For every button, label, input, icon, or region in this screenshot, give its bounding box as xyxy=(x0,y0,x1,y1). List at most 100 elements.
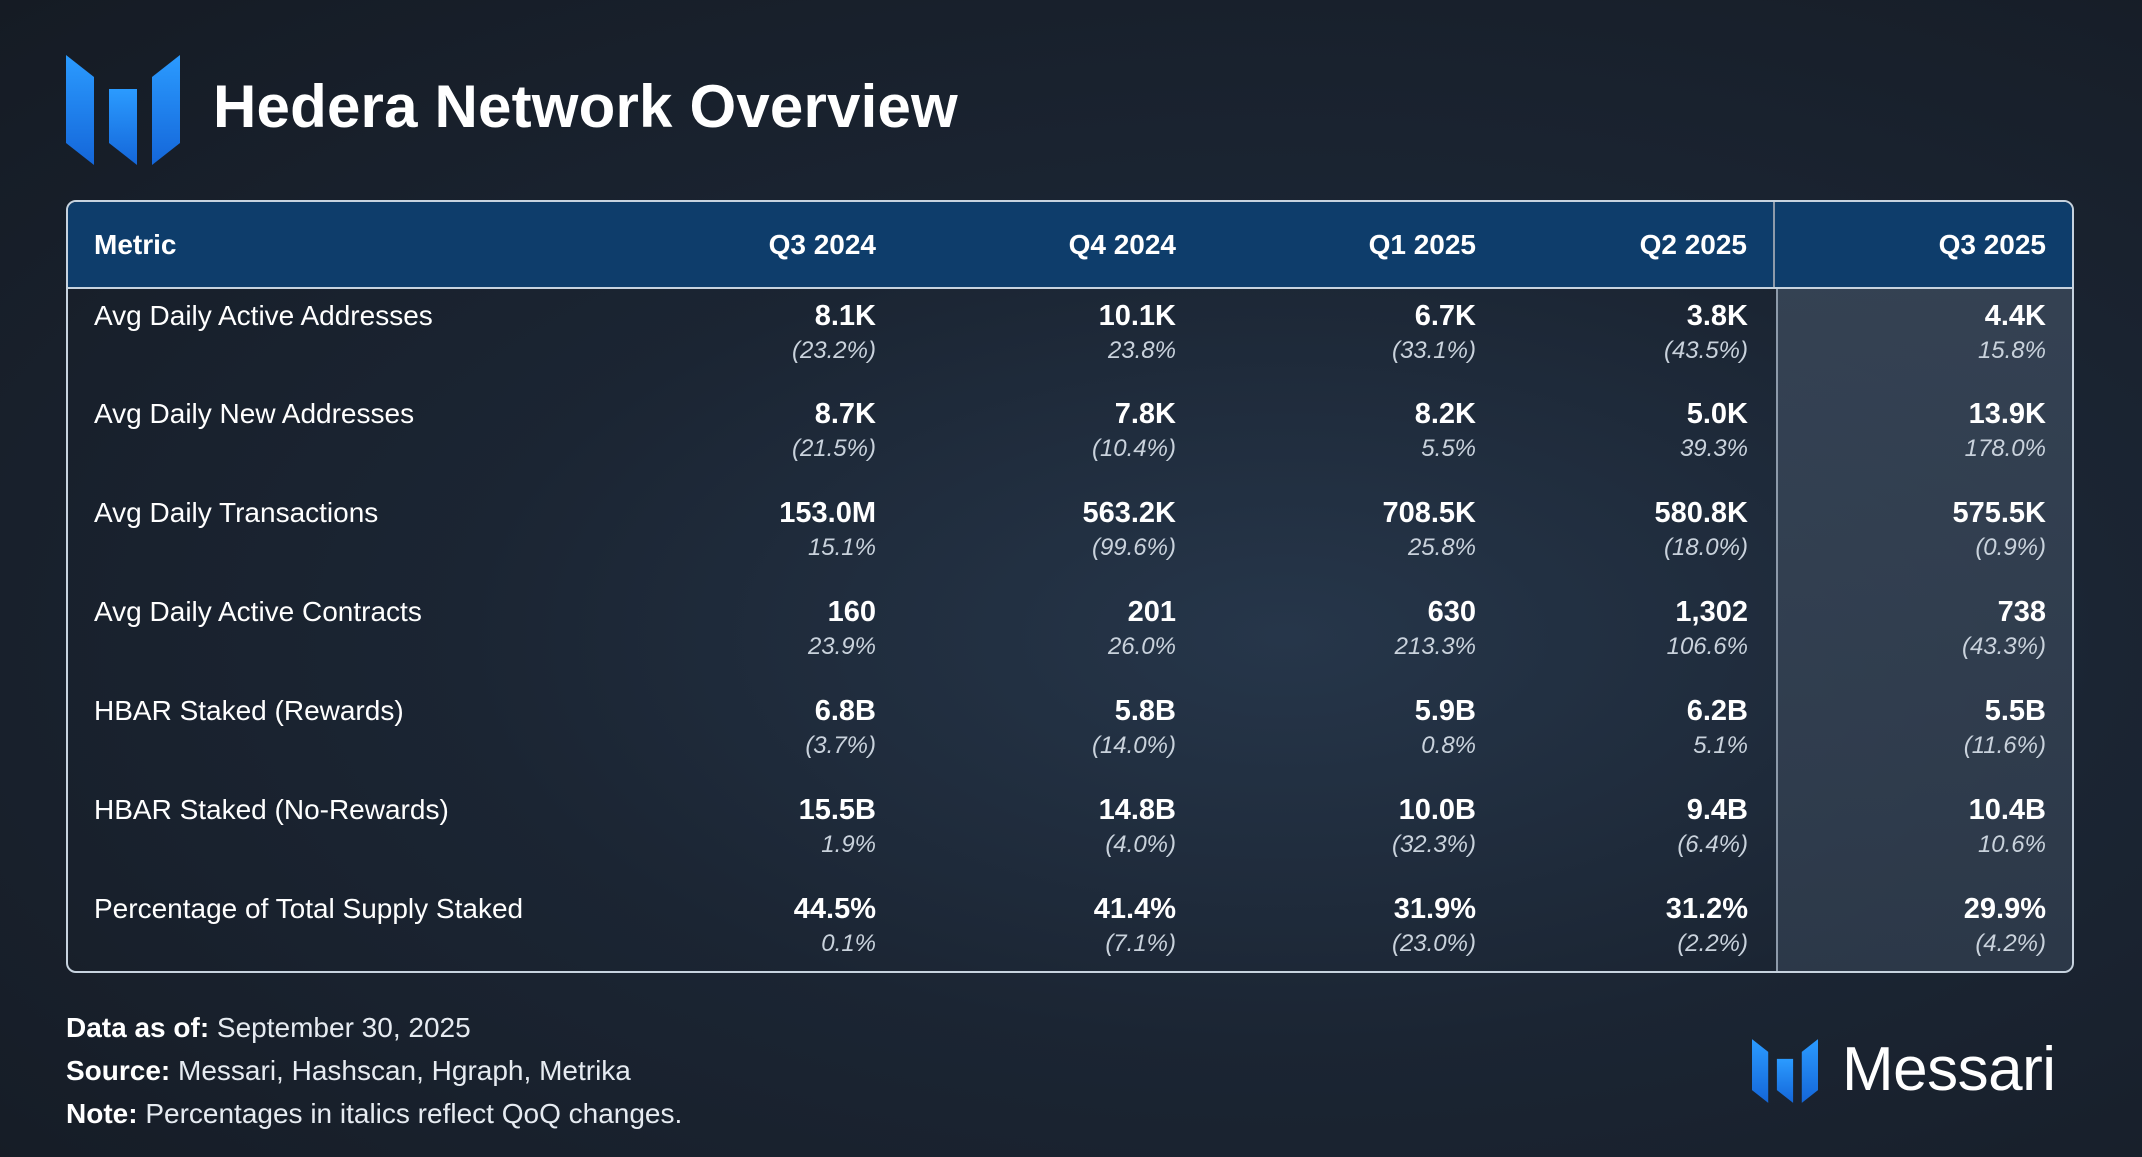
brand-name: Messari xyxy=(1842,1035,2056,1104)
cell-value: 14.8B xyxy=(1098,794,1176,826)
data-cell: 5.5B (11.6%) xyxy=(1774,684,2072,783)
cell-value: 10.0B xyxy=(1398,794,1476,826)
cell-qoq-change: 23.9% xyxy=(807,633,876,660)
cell-qoq-change: 39.3% xyxy=(1679,435,1748,462)
cell-value: 7.8K xyxy=(1114,398,1176,430)
data-cell: 580.8K (18.0%) xyxy=(1502,486,1774,585)
cell-value: 4.4K xyxy=(1984,300,2046,332)
cell-value: 41.4% xyxy=(1093,893,1176,925)
cell-qoq-change: (4.2%) xyxy=(1975,930,2046,957)
cell-qoq-change: 106.6% xyxy=(1666,633,1748,660)
data-cell: 630 213.3% xyxy=(1202,585,1502,684)
cell-qoq-change: 5.1% xyxy=(1693,732,1748,759)
cell-value: 8.1K xyxy=(814,300,876,332)
data-cell: 563.2K (99.6%) xyxy=(902,486,1202,585)
cell-value: 10.4B xyxy=(1968,794,2046,826)
data-cell: 201 26.0% xyxy=(902,585,1202,684)
data-cell: 10.0B (32.3%) xyxy=(1202,783,1502,882)
cell-value: 8.7K xyxy=(814,398,876,430)
cell-value: 3.8K xyxy=(1686,300,1748,332)
data-cell: 15.5B 1.9% xyxy=(602,783,902,882)
cell-value: 13.9K xyxy=(1968,398,2046,430)
cell-qoq-change: (23.0%) xyxy=(1391,930,1476,957)
cell-value: 5.5B xyxy=(1984,695,2046,727)
table-row: HBAR Staked (Rewards) 6.8B (3.7%) 5.8B (14.0… xyxy=(68,684,2072,783)
cell-qoq-change: 26.0% xyxy=(1107,633,1176,660)
data-cell: 738 (43.3%) xyxy=(1774,585,2072,684)
column-header-highlighted: Q3 2025 xyxy=(1773,202,2072,289)
cell-qoq-change: (10.4%) xyxy=(1091,435,1176,462)
cell-qoq-change: (4.0%) xyxy=(1105,831,1176,858)
cell-value: 575.5K xyxy=(1952,497,2046,529)
cell-qoq-change: 10.6% xyxy=(1977,831,2046,858)
data-cell: 575.5K (0.9%) xyxy=(1774,486,2072,585)
cell-qoq-change: (3.7%) xyxy=(805,732,876,759)
cell-value: 5.8B xyxy=(1114,695,1176,727)
cell-value: 29.9% xyxy=(1963,893,2046,925)
cell-qoq-change: 5.5% xyxy=(1421,435,1476,462)
data-cell: 31.2% (2.2%) xyxy=(1502,882,1774,971)
data-cell: 7.8K (10.4%) xyxy=(902,387,1202,486)
data-cell: 3.8K (43.5%) xyxy=(1502,288,1774,387)
column-header: Q3 2024 xyxy=(602,202,902,289)
cell-value: 160 xyxy=(827,596,876,628)
cell-value: 580.8K xyxy=(1654,497,1748,529)
cell-value: 738 xyxy=(1997,596,2046,628)
table-row: Avg Daily Active Contracts 160 23.9% 201 26.… xyxy=(68,585,2072,684)
data-as-of-line: Data as of: September 30, 2025 xyxy=(66,1012,471,1043)
messari-brand: Messari xyxy=(1752,1035,2082,1105)
cell-value: 8.2K xyxy=(1414,398,1476,430)
data-cell: 153.0M 15.1% xyxy=(602,486,902,585)
cell-qoq-change: (0.9%) xyxy=(1975,534,2046,561)
data-cell: 6.2B 5.1% xyxy=(1502,684,1774,783)
note-line: Note: Percentages in italics reflect QoQ… xyxy=(66,1098,683,1129)
cell-qoq-change: (11.6%) xyxy=(1963,732,2046,759)
cell-qoq-change: 15.8% xyxy=(1977,337,2046,364)
data-cell: 1,302 106.6% xyxy=(1502,585,1774,684)
cell-value: 15.5B xyxy=(798,794,876,826)
cell-qoq-change: (6.4%) xyxy=(1677,831,1748,858)
cell-value: 630 xyxy=(1427,596,1476,628)
data-cell: 10.4B 10.6% xyxy=(1774,783,2072,882)
data-cell: 6.8B (3.7%) xyxy=(602,684,902,783)
messari-logo-icon xyxy=(66,55,180,165)
cell-qoq-change: 25.8% xyxy=(1407,534,1476,561)
cell-qoq-change: (23.2%) xyxy=(791,337,876,364)
cell-value: 31.9% xyxy=(1393,893,1476,925)
page-title: Hedera Network Overview xyxy=(213,73,958,140)
cell-qoq-change: (18.0%) xyxy=(1663,534,1748,561)
table-header-row: Metric Q3 2024 Q4 2024 Q1 2025 Q2 2025 Q… xyxy=(68,202,2072,289)
source-line: Source: Messari, Hashscan, Hgraph, Metri… xyxy=(66,1055,631,1086)
metric-label: HBAR Staked (Rewards) xyxy=(94,695,404,726)
cell-value: 9.4B xyxy=(1686,794,1748,826)
metric-label: HBAR Staked (No-Rewards) xyxy=(94,794,449,825)
metric-label: Avg Daily New Addresses xyxy=(94,398,415,429)
cell-value: 201 xyxy=(1127,596,1176,628)
cell-value: 10.1K xyxy=(1098,300,1176,332)
data-cell: 13.9K 178.0% xyxy=(1774,387,2072,486)
data-cell: 708.5K 25.8% xyxy=(1202,486,1502,585)
data-cell: 41.4% (7.1%) xyxy=(902,882,1202,971)
cell-value: 708.5K xyxy=(1382,497,1476,529)
data-cell: 14.8B (4.0%) xyxy=(902,783,1202,882)
metric-label: Percentage of Total Supply Staked xyxy=(94,893,524,924)
column-header: Q1 2025 xyxy=(1202,202,1502,289)
cell-value: 563.2K xyxy=(1082,497,1176,529)
cell-value: 6.2B xyxy=(1686,695,1748,727)
cell-value: 44.5% xyxy=(793,893,876,925)
cell-qoq-change: 213.3% xyxy=(1394,633,1476,660)
data-cell: 5.8B (14.0%) xyxy=(902,684,1202,783)
cell-value: 5.9B xyxy=(1414,695,1476,727)
cell-qoq-change: (43.5%) xyxy=(1663,337,1748,364)
cell-qoq-change: 1.9% xyxy=(821,831,876,858)
messari-brand-logo-icon xyxy=(1752,1039,1818,1103)
table-row: HBAR Staked (No-Rewards) 15.5B 1.9% 14.8B (4… xyxy=(68,783,2072,882)
cell-qoq-change: 0.8% xyxy=(1421,732,1476,759)
data-cell: 29.9% (4.2%) xyxy=(1774,882,2072,971)
data-cell: 8.7K (21.5%) xyxy=(602,387,902,486)
data-cell: 44.5% 0.1% xyxy=(602,882,902,971)
data-cell: 8.1K (23.2%) xyxy=(602,288,902,387)
data-cell: 5.0K 39.3% xyxy=(1502,387,1774,486)
data-cell: 4.4K 15.8% xyxy=(1774,288,2072,387)
cell-qoq-change: (14.0%) xyxy=(1091,732,1176,759)
